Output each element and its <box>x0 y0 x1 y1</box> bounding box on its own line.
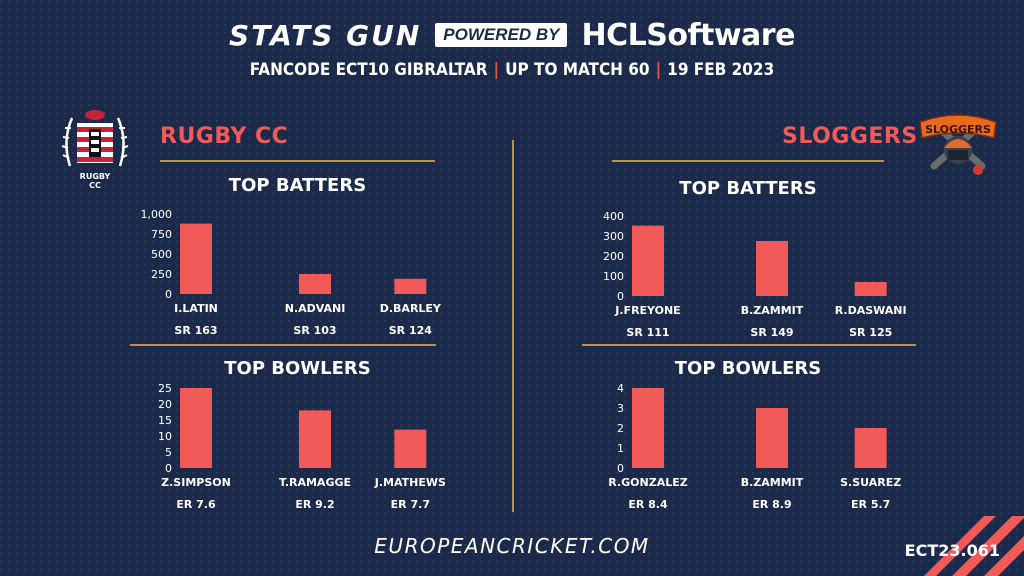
brand-row: STATS GUN POWERED BY HCLSoftware <box>0 14 1024 56</box>
bar <box>394 429 427 468</box>
center-divider <box>512 140 514 512</box>
divider-sloggers-top <box>612 160 884 162</box>
sloggers-logo: SLOGGERS <box>919 114 997 175</box>
y-tick-label: 750 <box>151 228 172 241</box>
y-tick-label: 1,000 <box>141 208 173 221</box>
stat-sublabel: SR 111 <box>626 326 669 339</box>
y-tick-label: 2 <box>617 422 624 435</box>
stat-sublabel: ER 5.7 <box>851 498 890 511</box>
x-category-label: J.FREYONE <box>614 304 680 317</box>
divider-rugby-mid <box>130 344 436 346</box>
divider-sloggers-mid <box>582 344 916 346</box>
x-category-label: I.LATIN <box>174 302 218 315</box>
bar <box>632 225 664 296</box>
y-tick-label: 4 <box>617 382 624 395</box>
y-tick-label: 25 <box>158 382 172 395</box>
bar <box>854 282 887 296</box>
y-tick-label: 10 <box>158 430 172 443</box>
subtitle-tournament: FANCODE ECT10 GIBRALTAR <box>249 60 488 80</box>
x-category-label: Z.SIMPSON <box>161 476 231 489</box>
chart-sloggers-batters: 0 100 200 300 400 J.FREYONE SR 111 B.ZAMMIT SR 1… <box>603 210 907 339</box>
bar <box>632 388 664 468</box>
x-category-label: J.MATHEWS <box>374 476 446 489</box>
header: STATS GUN POWERED BY HCLSoftware FANCODE… <box>0 14 1024 81</box>
rugby-cc-logo-line2: CC <box>89 181 101 190</box>
subtitle-match: UP TO MATCH 60 <box>505 60 650 80</box>
hcl-software-logo: HCLSoftware <box>581 17 795 53</box>
bar <box>854 428 887 468</box>
graphic-code: ECT23.061 <box>904 541 1000 560</box>
sloggers-batters-title: TOP BATTERS <box>679 178 817 199</box>
y-tick-label: 5 <box>165 446 172 459</box>
stat-sublabel: ER 8.9 <box>752 498 791 511</box>
y-tick-label: 200 <box>603 250 624 263</box>
decorative-stripes <box>924 516 1024 576</box>
x-category-label: B.ZAMMIT <box>741 304 804 317</box>
stat-sublabel: SR 163 <box>174 324 217 337</box>
stat-sublabel: ER 7.7 <box>391 498 430 511</box>
rugby-cc-logo: RUGBY CC <box>61 110 129 190</box>
team-name-sloggers: SLOGGERS <box>782 124 918 149</box>
x-category-label: R.GONZALEZ <box>608 476 687 489</box>
page-subtitle: FANCODE ECT10 GIBRALTAR | UP TO MATCH 60 | 1… <box>249 60 775 80</box>
y-tick-label: 0 <box>165 288 172 301</box>
bar <box>394 278 427 294</box>
website-link[interactable]: EUROPEANCRICKET.COM <box>374 534 650 558</box>
stats-gun-logo: STATS GUN <box>229 18 422 52</box>
y-tick-label: 3 <box>617 402 624 415</box>
x-category-label: S.SUAREZ <box>840 476 901 489</box>
powered-by-badge: POWERED BY <box>435 23 568 47</box>
divider-rugby-top <box>160 160 435 162</box>
bar <box>299 274 331 294</box>
y-tick-label: 250 <box>151 268 172 281</box>
stat-sublabel: ER 9.2 <box>295 498 334 511</box>
sloggers-logo-text: SLOGGERS <box>925 123 991 136</box>
x-category-label: T.RAMAGGE <box>279 476 351 489</box>
x-category-label: N.ADVANI <box>285 302 346 315</box>
chart-sloggers-bowlers: 0 1 2 3 4 R.GONZALEZ ER 8.4 B.ZAMMIT ER 8.9 S.SUA… <box>608 382 901 511</box>
chart-rugby-batters: 0 250 500 750 1,000 I.LATIN SR 163 N.ADVANI SR 1… <box>141 208 442 337</box>
rugby-cc-logo-line1: RUGBY <box>80 172 111 181</box>
rugby-batters-title: TOP BATTERS <box>228 175 367 196</box>
x-category-label: R.DASWANI <box>835 304 907 317</box>
chart-rugby-bowlers: 0 5 10 15 20 25 Z.SIMPSON ER 7.6 T.RAMAGGE ER 9.2… <box>158 382 446 511</box>
x-category-label: D.BARLEY <box>380 302 442 315</box>
x-category-label: B.ZAMMIT <box>741 476 804 489</box>
stat-sublabel: SR 103 <box>293 324 336 337</box>
y-tick-label: 15 <box>158 414 172 427</box>
y-tick-label: 500 <box>151 248 172 261</box>
y-tick-label: 0 <box>617 462 624 475</box>
bar <box>180 223 212 294</box>
y-tick-label: 0 <box>617 290 624 303</box>
y-tick-label: 100 <box>603 270 624 283</box>
stat-sublabel: ER 8.4 <box>628 498 668 511</box>
y-tick-label: 1 <box>617 442 624 455</box>
stat-sublabel: SR 124 <box>389 324 433 337</box>
stat-sublabel: SR 149 <box>750 326 793 339</box>
y-tick-label: 20 <box>158 398 172 411</box>
subtitle-date: 19 FEB 2023 <box>667 60 775 80</box>
y-tick-label: 0 <box>165 462 172 475</box>
sloggers-bowlers-title: TOP BOWLERS <box>674 358 822 379</box>
bar <box>299 410 331 468</box>
team-name-rugby-cc: RUGBY CC <box>160 124 289 149</box>
bar <box>756 241 788 296</box>
stat-sublabel: SR 125 <box>849 326 892 339</box>
bar <box>756 408 788 468</box>
stat-sublabel: ER 7.6 <box>176 498 216 511</box>
y-tick-label: 300 <box>603 230 624 243</box>
y-tick-label: 400 <box>603 210 624 223</box>
bar <box>180 388 212 468</box>
rugby-bowlers-title: TOP BOWLERS <box>224 358 371 379</box>
